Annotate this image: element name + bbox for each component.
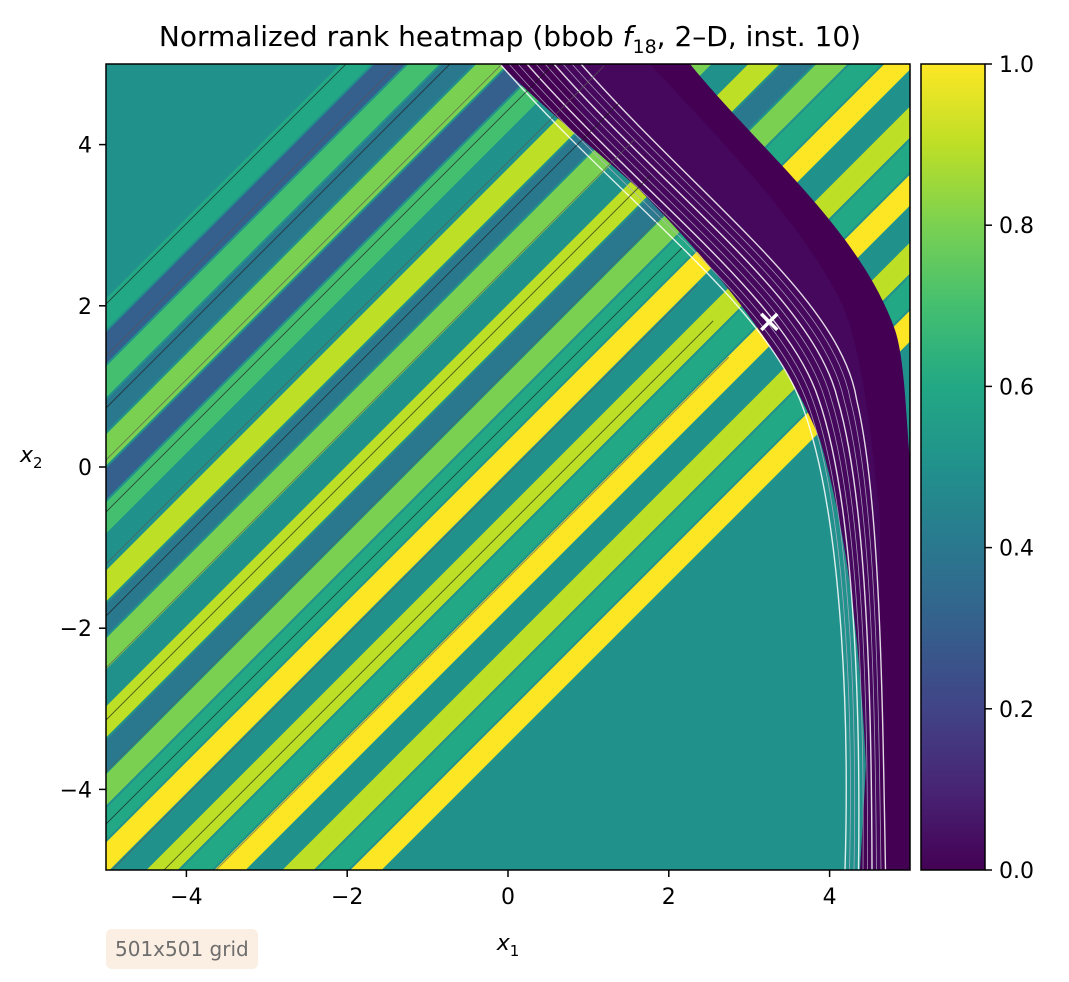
- contour-line: [535, 64, 864, 870]
- title-func-sub: 18: [632, 36, 656, 58]
- heatmap-band: [106, 64, 678, 636]
- contour-line: [106, 174, 652, 721]
- heatmap-band: [106, 64, 474, 432]
- colorbar-tick-label: 0.4: [999, 537, 1034, 562]
- contour-line: [526, 64, 860, 870]
- contour-line: [499, 64, 847, 870]
- x-axis: −4 −2 0 2 4: [170, 870, 837, 910]
- heatmap-bands: [0, 0, 986, 908]
- contour-line: [215, 356, 730, 870]
- contour-line: [544, 64, 868, 870]
- heatmap-band: [106, 64, 814, 772]
- contour-line: [106, 102, 620, 617]
- contour-lines: [106, 64, 887, 870]
- y-tick-label: −4: [60, 778, 92, 803]
- colorbar-tick-label: 0.8: [999, 214, 1034, 239]
- contour-line: [517, 64, 856, 870]
- contour-line: [106, 64, 347, 305]
- x-axis-label-sub: 1: [510, 942, 520, 960]
- contour-line: [106, 64, 503, 461]
- y-tick-label: 4: [78, 134, 92, 159]
- chart-title: Normalized rank heatmap (bbob f18, 2–D, …: [159, 20, 861, 58]
- heatmap: [0, 0, 986, 908]
- colorbar-tick-label: 0.0: [999, 859, 1034, 884]
- colorbar-gradient: [921, 64, 985, 870]
- x-tick-label: −4: [170, 885, 202, 910]
- contour-line: [163, 320, 714, 870]
- contour-line: [106, 247, 683, 825]
- contour-line: [111, 284, 698, 870]
- contour-line: [106, 64, 451, 409]
- x-tick-label: 2: [662, 885, 676, 910]
- x-tick-label: 0: [501, 885, 515, 910]
- colorbar: 0.0 0.2 0.4 0.6 0.8 1.0: [920, 53, 1034, 884]
- x-tick-label: −2: [331, 885, 363, 910]
- colorbar-frame: [920, 63, 986, 871]
- y-axis: −4 −2 0 2 4: [60, 134, 106, 803]
- heatmap-band: [106, 64, 644, 602]
- optimum-valley: [500, 64, 910, 870]
- y-axis-label-var: x: [19, 443, 34, 468]
- optimum-marker: [760, 312, 779, 332]
- title-prefix: Normalized rank heatmap (bbob: [159, 20, 623, 53]
- heatmap-band: [106, 64, 576, 534]
- contour-line: [106, 211, 667, 773]
- grid-size-note: 501x501 grid: [106, 929, 258, 969]
- contour-line: [106, 138, 636, 669]
- contour-line: [106, 65, 605, 565]
- valley-core: [560, 64, 880, 870]
- y-tick-label: 2: [78, 295, 92, 320]
- colorbar-ticks: 0.0 0.2 0.4 0.6 0.8 1.0: [985, 53, 1034, 884]
- optimum-marker-stroke: [760, 312, 779, 332]
- heatmap-band: [0, 0, 986, 908]
- contour-line: [571, 64, 882, 870]
- contour-line: [553, 64, 873, 870]
- heatmap-band: [106, 64, 910, 870]
- x-axis-label: x1: [496, 931, 520, 960]
- y-axis-label: x2: [19, 443, 43, 472]
- colorbar-tick-label: 1.0: [999, 53, 1034, 78]
- heatmap-band: [106, 64, 712, 670]
- x-tick-label: 4: [823, 885, 837, 910]
- heatmap-band: [106, 64, 508, 466]
- contour-line: [508, 64, 851, 870]
- heatmap-band: [350, 310, 910, 870]
- colorbar-tick-label: 0.6: [999, 375, 1034, 400]
- heatmap-band: [106, 64, 848, 806]
- contour-line: [562, 64, 877, 870]
- title-suffix: , 2–D, inst. 10): [657, 20, 861, 53]
- contour-line: [106, 64, 399, 357]
- y-tick-label: −2: [60, 617, 92, 642]
- contour-line: [106, 64, 555, 513]
- x-axis-label-var: x: [496, 931, 511, 956]
- heatmap-band: [106, 64, 780, 738]
- heatmap-band: [0, 0, 986, 772]
- y-tick-label: 0: [78, 456, 92, 481]
- y-axis-label-sub: 2: [33, 454, 43, 472]
- heatmap-band: [106, 64, 542, 500]
- colorbar-tick-label: 0.2: [999, 698, 1034, 723]
- contour-line: [580, 64, 887, 870]
